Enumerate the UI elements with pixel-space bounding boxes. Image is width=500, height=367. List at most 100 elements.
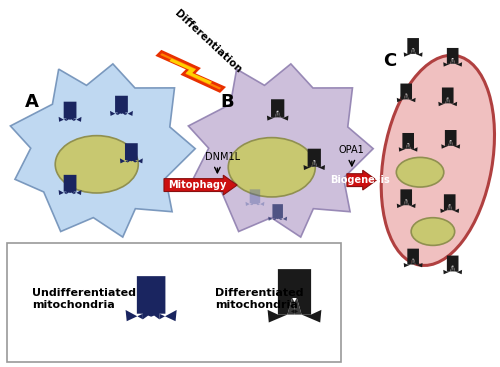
- Polygon shape: [452, 62, 454, 63]
- Polygon shape: [278, 269, 311, 315]
- Polygon shape: [268, 310, 287, 323]
- Polygon shape: [445, 98, 448, 103]
- Polygon shape: [450, 144, 452, 145]
- Polygon shape: [405, 199, 407, 205]
- Polygon shape: [267, 116, 275, 121]
- Polygon shape: [406, 203, 407, 205]
- Polygon shape: [440, 208, 447, 213]
- Polygon shape: [452, 266, 455, 272]
- Text: Differentiated
mitochondria: Differentiated mitochondria: [216, 288, 304, 310]
- Polygon shape: [64, 102, 76, 121]
- Polygon shape: [410, 48, 413, 54]
- Polygon shape: [304, 165, 312, 170]
- Polygon shape: [452, 58, 455, 64]
- Polygon shape: [74, 190, 82, 195]
- Polygon shape: [400, 189, 412, 205]
- Polygon shape: [405, 98, 406, 99]
- Polygon shape: [452, 266, 454, 271]
- Polygon shape: [408, 204, 416, 208]
- Polygon shape: [438, 102, 445, 106]
- Polygon shape: [280, 116, 288, 121]
- Polygon shape: [292, 298, 298, 314]
- Polygon shape: [400, 84, 412, 99]
- Polygon shape: [406, 98, 407, 99]
- Polygon shape: [448, 208, 450, 210]
- Polygon shape: [294, 309, 298, 313]
- Polygon shape: [410, 259, 413, 265]
- Polygon shape: [444, 270, 450, 274]
- Ellipse shape: [381, 55, 494, 265]
- Polygon shape: [450, 102, 457, 106]
- Polygon shape: [408, 249, 419, 265]
- Polygon shape: [74, 117, 82, 122]
- Polygon shape: [58, 190, 66, 195]
- Polygon shape: [445, 130, 456, 146]
- Polygon shape: [412, 48, 414, 54]
- Polygon shape: [444, 194, 456, 210]
- Polygon shape: [404, 263, 410, 267]
- Polygon shape: [416, 263, 422, 267]
- Polygon shape: [407, 147, 408, 149]
- Polygon shape: [413, 52, 414, 54]
- Polygon shape: [452, 208, 459, 213]
- Polygon shape: [450, 208, 451, 210]
- Polygon shape: [406, 199, 408, 205]
- Text: B: B: [220, 93, 234, 111]
- Polygon shape: [412, 259, 414, 264]
- Polygon shape: [416, 52, 422, 57]
- Polygon shape: [125, 143, 138, 163]
- Polygon shape: [314, 160, 317, 167]
- Polygon shape: [314, 165, 316, 166]
- Polygon shape: [450, 140, 453, 146]
- Polygon shape: [450, 140, 452, 146]
- Polygon shape: [278, 111, 280, 117]
- FancyArrow shape: [347, 170, 376, 190]
- Polygon shape: [302, 310, 322, 323]
- Polygon shape: [120, 158, 128, 163]
- Text: OPA1: OPA1: [339, 145, 364, 156]
- Polygon shape: [413, 48, 416, 54]
- Polygon shape: [442, 144, 448, 149]
- Polygon shape: [268, 217, 274, 221]
- Polygon shape: [280, 217, 287, 221]
- Polygon shape: [160, 310, 176, 321]
- Polygon shape: [448, 98, 450, 103]
- Text: Mitophagy: Mitophagy: [168, 180, 226, 190]
- Polygon shape: [288, 298, 294, 315]
- Polygon shape: [276, 115, 278, 117]
- Polygon shape: [402, 133, 414, 149]
- Polygon shape: [126, 310, 143, 321]
- Polygon shape: [258, 202, 264, 206]
- Polygon shape: [455, 62, 462, 67]
- Polygon shape: [397, 98, 404, 102]
- Polygon shape: [447, 98, 448, 103]
- Polygon shape: [135, 158, 143, 163]
- Polygon shape: [407, 143, 409, 149]
- Polygon shape: [317, 165, 325, 170]
- Polygon shape: [313, 165, 314, 166]
- Polygon shape: [397, 204, 404, 208]
- Polygon shape: [410, 147, 418, 152]
- Polygon shape: [452, 58, 454, 63]
- Polygon shape: [58, 117, 66, 122]
- Polygon shape: [278, 115, 279, 117]
- Polygon shape: [275, 111, 278, 117]
- Polygon shape: [64, 175, 76, 194]
- Polygon shape: [444, 62, 450, 67]
- Text: Undifferentiated
mitochondria: Undifferentiated mitochondria: [32, 288, 136, 310]
- Polygon shape: [408, 143, 410, 149]
- Polygon shape: [447, 204, 450, 210]
- Polygon shape: [250, 189, 260, 205]
- Polygon shape: [408, 38, 419, 54]
- Polygon shape: [450, 58, 452, 64]
- Polygon shape: [448, 140, 450, 146]
- Polygon shape: [450, 266, 452, 272]
- Polygon shape: [404, 52, 410, 57]
- Polygon shape: [442, 87, 454, 103]
- Polygon shape: [405, 94, 407, 99]
- Ellipse shape: [396, 157, 444, 187]
- Polygon shape: [447, 48, 458, 64]
- Text: Differentiation: Differentiation: [172, 8, 243, 75]
- FancyBboxPatch shape: [7, 243, 341, 362]
- Polygon shape: [448, 204, 450, 210]
